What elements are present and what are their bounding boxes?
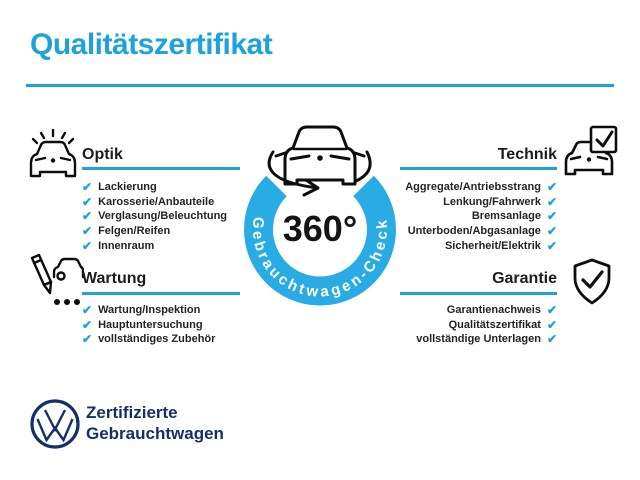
checklist-item: Aggregate/Antriebsstrang ✔: [405, 180, 557, 195]
wartung-checklist: ✔ Wartung/Inspektion ✔ Hauptuntersuchung ✔…: [82, 303, 215, 347]
car-shine-icon: [29, 128, 77, 178]
check-icon: ✔: [82, 332, 93, 347]
footer-claim-line1: Zertifizierte: [86, 403, 178, 422]
check-icon: ✔: [546, 224, 557, 239]
technik-checklist: Aggregate/Antriebsstrang ✔ Lenkung/Fahrwe…: [405, 180, 557, 253]
gebrauchtwagen-check-badge: Gebrauchtwagen-Check: [244, 125, 396, 306]
checklist-item-label: Felgen/Reifen: [98, 225, 171, 238]
checklist-item: vollständige Unterlagen ✔: [416, 332, 557, 347]
check-icon: ✔: [82, 224, 93, 239]
wartung-underline: [82, 292, 240, 295]
checklist-item: ✔ Lackierung: [82, 180, 227, 195]
badge-degree-label: 360°: [282, 208, 358, 249]
checklist-item: Sicherheit/Elektrik ✔: [445, 238, 557, 253]
check-icon: ✔: [546, 332, 557, 347]
check-icon: ✔: [82, 194, 93, 209]
checklist-item: ✔ Wartung/Inspektion: [82, 303, 215, 318]
section-title-optik: Optik: [82, 146, 123, 163]
check-icon: ✔: [546, 194, 557, 209]
car-checkbox-icon: [564, 125, 618, 176]
check-icon: ✔: [546, 317, 557, 332]
badge-ring: [244, 175, 396, 306]
title-divider: [26, 84, 614, 87]
checklist-item-label: Garantienachweis: [446, 304, 541, 317]
checklist-item-label: Lenkung/Fahrwerk: [443, 195, 541, 208]
footer-claim: Zertifizierte Gebrauchtwagen: [86, 402, 224, 444]
checklist-item: ✔ Felgen/Reifen: [82, 224, 227, 239]
checklist-item-label: Sicherheit/Elektrik: [444, 239, 541, 252]
checklist-item-label: Aggregate/Antriebsstrang: [405, 181, 541, 194]
checklist-item: Unterboden/Abgasanlage ✔: [408, 224, 557, 239]
section-title-wartung: Wartung: [82, 270, 147, 287]
checklist-item-label: Verglasung/Beleuchtung: [98, 210, 228, 223]
checklist-item: Garantienachweis ✔: [447, 303, 557, 318]
checklist-item-label: Karosserie/Anbauteile: [98, 195, 215, 208]
checklist-item-label: Bremsanlage: [471, 210, 541, 223]
optik-checklist: ✔ Lackierung ✔ Karosserie/Anbauteile ✔ Verg…: [82, 180, 227, 253]
checklist-item-label: Hauptuntersuchung: [98, 318, 203, 331]
checklist-item: Qualitätszertifikat ✔: [449, 318, 557, 333]
check-icon: ✔: [546, 238, 557, 253]
checklist-item-label: Unterboden/Abgasanlage: [407, 225, 541, 238]
shield-check-icon: [573, 258, 611, 305]
checklist-item: Bremsanlage ✔: [472, 209, 557, 224]
section-title-technik: Technik: [497, 146, 557, 163]
garantie-underline: [400, 292, 557, 295]
checklist-item: ✔ Verglasung/Beleuchtung: [82, 209, 227, 224]
checklist-item-label: Innenraum: [98, 239, 155, 252]
technik-underline: [400, 167, 557, 170]
section-title-garantie: Garantie: [492, 270, 557, 287]
checklist-item-label: Qualitätszertifikat: [448, 318, 541, 331]
checklist-item: ✔ vollständiges Zubehör: [82, 332, 215, 347]
check-icon: ✔: [82, 209, 93, 224]
optik-underline: [82, 167, 240, 170]
vw-logo: [30, 399, 80, 449]
check-icon: ✔: [546, 209, 557, 224]
checklist-item-label: Wartung/Inspektion: [98, 304, 201, 317]
service-checklist-icon: [30, 254, 84, 305]
page-title: Qualitätszertifikat: [30, 28, 273, 61]
garantie-checklist: Garantienachweis ✔ Qualitätszertifikat ✔ v…: [416, 303, 557, 347]
car-rotation-icon: [267, 125, 372, 197]
checklist-item-label: Lackierung: [98, 181, 157, 194]
check-icon: ✔: [82, 303, 93, 318]
checklist-item-label: vollständiges Zubehör: [98, 333, 216, 346]
checklist-item: ✔ Innenraum: [82, 238, 227, 253]
checklist-item: ✔ Hauptuntersuchung: [82, 318, 215, 333]
check-icon: ✔: [546, 303, 557, 318]
check-icon: ✔: [82, 238, 93, 253]
check-icon: ✔: [546, 180, 557, 195]
check-icon: ✔: [82, 317, 93, 332]
checklist-item: Lenkung/Fahrwerk ✔: [443, 195, 557, 210]
checklist-item-label: vollständige Unterlagen: [416, 333, 541, 346]
footer-claim-line2: Gebrauchtwagen: [86, 424, 224, 443]
checklist-item: ✔ Karosserie/Anbauteile: [82, 195, 227, 210]
check-icon: ✔: [82, 180, 93, 195]
